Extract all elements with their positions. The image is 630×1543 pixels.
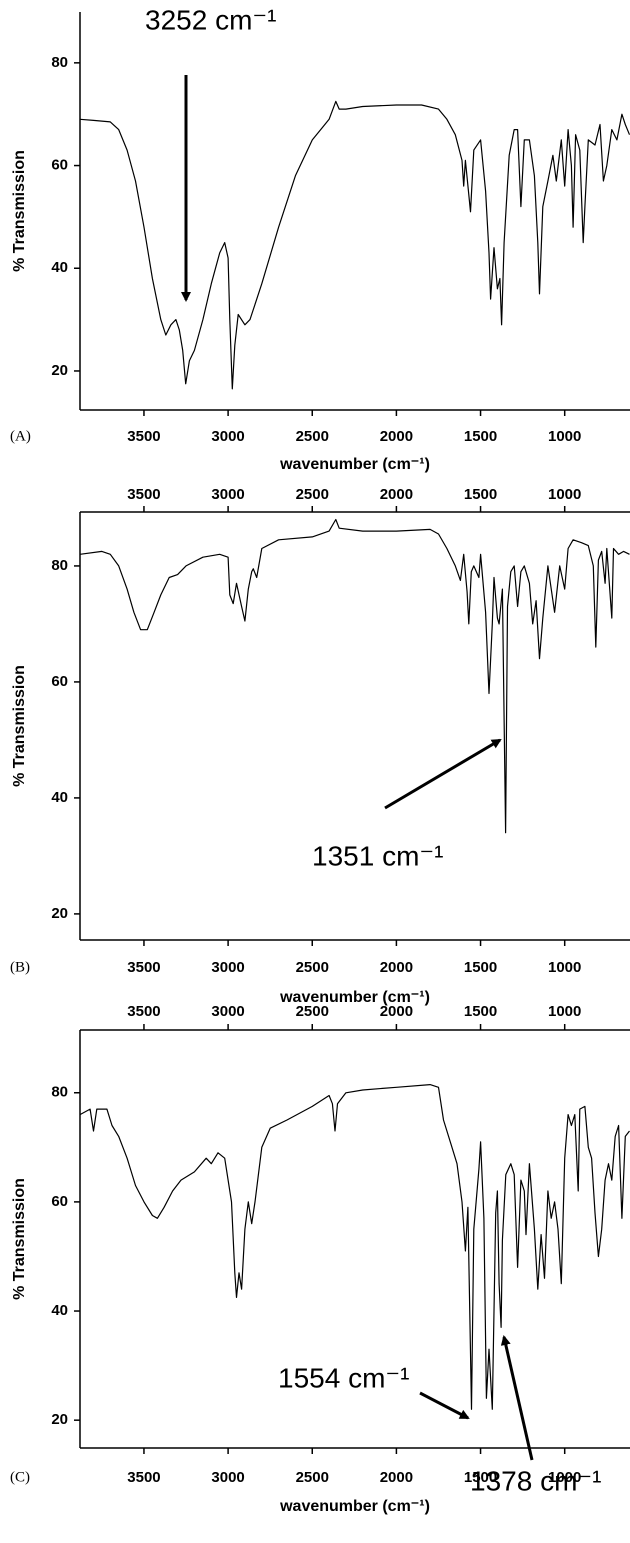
spectrum-line <box>79 1084 630 1410</box>
annotation: 1351 cm⁻¹ <box>312 840 444 871</box>
y-tick-label: 20 <box>51 362 68 379</box>
x-tick-label: 2500 <box>296 1469 329 1486</box>
top-tick-label: 3500 <box>127 1003 160 1020</box>
x-axis-label: wavenumber (cm⁻¹) <box>279 989 430 1006</box>
annotation: 1378 cm⁻¹ <box>470 1465 602 1496</box>
x-tick-label: 1500 <box>464 1469 497 1486</box>
x-tick-label: 2500 <box>296 959 329 976</box>
x-tick-label: 2000 <box>380 428 413 445</box>
top-tick-label: 1000 <box>548 1003 581 1020</box>
top-tick-label: 1500 <box>464 1003 497 1020</box>
annotation: 3252 cm⁻¹ <box>145 4 277 35</box>
x-tick-label: 3000 <box>211 428 244 445</box>
x-tick-label: 2000 <box>380 1469 413 1486</box>
top-tick-label: 2000 <box>380 486 413 503</box>
annotation-arrow <box>419 1391 470 1420</box>
y-tick-label: 60 <box>51 673 68 690</box>
top-tick-label: 2500 <box>296 486 329 503</box>
top-tick-label: 2000 <box>380 1003 413 1020</box>
top-tick-label: 1500 <box>464 486 497 503</box>
panel-label: (B) <box>10 959 30 975</box>
y-tick-label: 40 <box>51 1302 68 1319</box>
x-tick-label: 3000 <box>211 1469 244 1486</box>
x-tick-label: 3500 <box>127 959 160 976</box>
y-tick-label: 40 <box>51 789 68 806</box>
y-tick-label: 80 <box>51 54 68 71</box>
top-tick-label: 1000 <box>548 486 581 503</box>
x-tick-label: 2500 <box>296 428 329 445</box>
y-axis-label: % Transmission <box>11 150 28 272</box>
panel-label: (A) <box>10 428 31 444</box>
y-axis-label: % Transmission <box>11 665 28 787</box>
x-tick-label: 1000 <box>548 1469 581 1486</box>
x-axis-label: wavenumber (cm⁻¹) <box>279 1498 430 1515</box>
annotation: 1554 cm⁻¹ <box>278 1362 410 1393</box>
y-tick-label: 40 <box>51 259 68 276</box>
top-tick-label: 3000 <box>211 486 244 503</box>
x-tick-label: 3000 <box>211 959 244 976</box>
x-tick-label: 3500 <box>127 1469 160 1486</box>
top-tick-label: 3500 <box>127 486 160 503</box>
annotation-arrow <box>384 738 502 810</box>
x-tick-label: 1000 <box>548 959 581 976</box>
y-tick-label: 80 <box>51 1084 68 1101</box>
top-tick-label: 2500 <box>296 1003 329 1020</box>
y-tick-label: 20 <box>51 905 68 922</box>
panel-label: (C) <box>10 1469 30 1485</box>
spectrum-line <box>79 100 630 390</box>
y-tick-label: 60 <box>51 1193 68 1210</box>
x-tick-label: 3500 <box>127 428 160 445</box>
x-tick-label: 1500 <box>464 428 497 445</box>
x-tick-label: 2000 <box>380 959 413 976</box>
annotation-arrow <box>500 1335 534 1461</box>
x-tick-label: 1500 <box>464 959 497 976</box>
spectrum-line <box>79 518 630 834</box>
y-tick-label: 20 <box>51 1411 68 1428</box>
y-tick-label: 80 <box>51 557 68 574</box>
x-tick-label: 1000 <box>548 428 581 445</box>
top-tick-label: 3000 <box>211 1003 244 1020</box>
x-axis-label: wavenumber (cm⁻¹) <box>279 456 430 473</box>
y-tick-label: 60 <box>51 157 68 174</box>
y-axis-label: % Transmission <box>11 1178 28 1300</box>
